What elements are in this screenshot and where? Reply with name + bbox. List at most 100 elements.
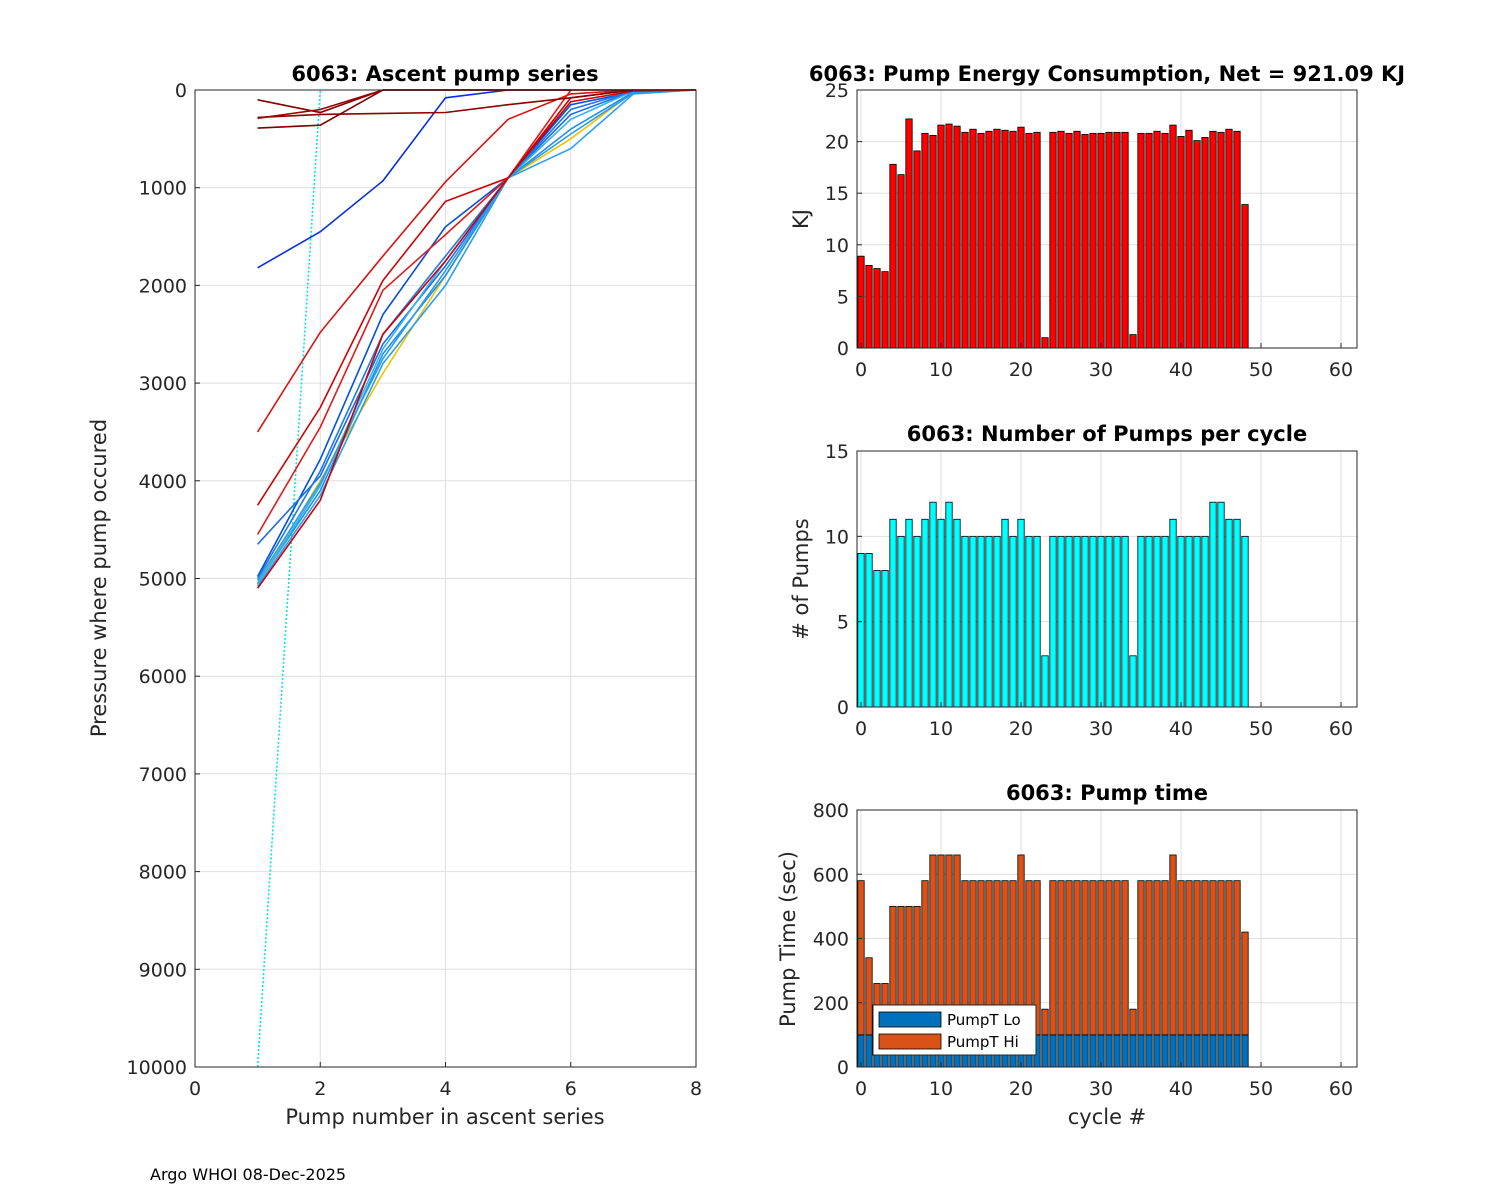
stacked-bar-hi: [1121, 880, 1129, 1036]
bar: [1025, 535, 1033, 708]
bar: [993, 535, 1001, 708]
stacked-bar-lo: [1049, 1034, 1057, 1068]
bar: [1089, 132, 1097, 349]
stacked-bar-lo: [1129, 1034, 1137, 1068]
bar: [969, 128, 977, 349]
y-tick-label: 0: [837, 338, 849, 360]
stacked-bar-lo: [1185, 1034, 1193, 1068]
y-tick-label: 20: [825, 132, 849, 154]
bar: [905, 518, 913, 708]
bar: [1009, 130, 1017, 349]
y-tick-label: 0: [837, 1057, 849, 1079]
bar: [1145, 535, 1153, 708]
bar: [1209, 501, 1217, 708]
stacked-bar-hi: [1057, 880, 1065, 1036]
bar: [953, 125, 961, 349]
y-tick-label: 5000: [139, 569, 187, 591]
bar: [1169, 518, 1177, 708]
bar: [1073, 130, 1081, 349]
stacked-bar-lo: [1065, 1034, 1073, 1068]
bar: [1009, 535, 1017, 708]
bar: [1161, 535, 1169, 708]
stacked-bar-lo: [1193, 1034, 1201, 1068]
bar: [913, 535, 921, 708]
bar: [1209, 130, 1217, 349]
stacked-bar-hi: [1033, 880, 1041, 1036]
y-tick-label: 10000: [127, 1057, 187, 1079]
stacked-bar-hi: [1081, 880, 1089, 1036]
x-tick-label: 30: [1089, 718, 1113, 740]
stacked-bar-lo: [1089, 1034, 1097, 1068]
bar: [977, 132, 985, 349]
series-line-c-dr2: [257, 89, 634, 119]
bar: [1193, 535, 1201, 708]
bar: [889, 163, 897, 349]
bar: [1241, 535, 1249, 708]
stacked-bar-hi: [1225, 880, 1233, 1036]
bar: [961, 535, 969, 708]
y-tick-label: 3000: [139, 373, 187, 395]
y-tick-label: 10: [825, 235, 849, 257]
stacked-bar-hi: [1145, 880, 1153, 1036]
legend-label-hi: PumpT Hi: [947, 1033, 1019, 1051]
y-tick-label: 7000: [139, 764, 187, 786]
bar: [1177, 535, 1185, 708]
stacked-bar-hi: [1177, 880, 1185, 1036]
y-tick-label: 10: [825, 526, 849, 548]
bar: [937, 124, 945, 349]
series-line-c-b6: [256, 89, 697, 579]
stacked-bar-hi: [1137, 880, 1145, 1036]
bar: [1065, 132, 1073, 349]
bar: [1001, 518, 1009, 708]
stacked-bar-hi: [1089, 880, 1097, 1036]
stacked-bar-hi: [1161, 880, 1169, 1036]
bar: [913, 150, 921, 349]
pump-energy-axes: 0 10 20 30 40 50 60 0 5 10 15 20 25 6063: Pump Ener…: [789, 62, 1405, 381]
pump-time-legend: PumpT Lo PumpT Hi: [872, 1004, 1037, 1056]
x-tick-label: 40: [1169, 1078, 1193, 1100]
bar: [1185, 129, 1193, 349]
bar: [921, 518, 929, 708]
y-tick-label: 800: [813, 800, 849, 822]
stacked-bar-lo: [1153, 1034, 1161, 1068]
stacked-bar-lo: [1161, 1034, 1169, 1068]
y-tick-label: 8000: [139, 862, 187, 884]
ascent-pump-series-ylabel: Pressure where pump occured: [87, 419, 111, 737]
bar: [1225, 128, 1233, 349]
stacked-bar-lo: [1137, 1034, 1145, 1068]
bar: [1153, 130, 1161, 349]
bar: [1049, 535, 1057, 708]
bar: [961, 131, 969, 349]
x-tick-label: 0: [855, 1078, 867, 1100]
bar: [889, 518, 897, 708]
bar: [929, 501, 937, 708]
y-tick-label: 1000: [139, 178, 187, 200]
bar: [1145, 132, 1153, 349]
x-tick-label: 8: [690, 1078, 702, 1100]
pump-time-ylabel: Pump Time (sec): [776, 851, 800, 1027]
bar: [1097, 132, 1105, 349]
stacked-bar-lo: [1145, 1034, 1153, 1068]
stacked-bar-lo: [1121, 1034, 1129, 1068]
bar: [1081, 133, 1089, 349]
series-line-c-b7: [256, 89, 697, 581]
stacked-bar-hi: [1097, 880, 1105, 1036]
stacked-bar-hi: [1193, 880, 1201, 1036]
bar: [905, 118, 913, 349]
bar: [953, 518, 961, 708]
stacked-bar-lo: [1105, 1034, 1113, 1068]
bar: [945, 123, 953, 349]
y-tick-label: 15: [825, 183, 849, 205]
bar: [1089, 535, 1097, 708]
pump-energy-ylabel: KJ: [789, 209, 813, 229]
y-tick-label: 6000: [139, 666, 187, 688]
bar: [1065, 535, 1073, 708]
bar: [1129, 334, 1137, 349]
stacked-bar-hi: [1049, 880, 1057, 1036]
bar: [897, 535, 905, 708]
pumps-per-cycle-axes: 0 10 20 30 40 50 60 0 5 10 15 6063: Number of Pum…: [789, 422, 1358, 740]
series-line-c-cyan: [256, 89, 322, 1068]
bar: [1121, 535, 1129, 708]
stacked-bar-lo: [1209, 1034, 1217, 1068]
